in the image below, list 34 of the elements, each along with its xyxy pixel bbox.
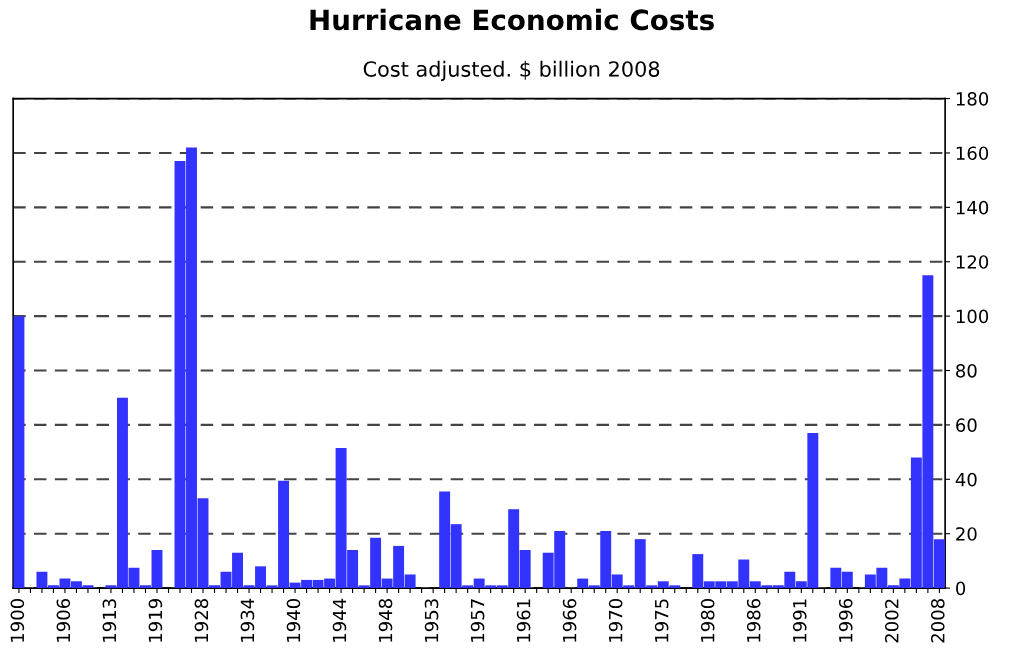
x-tick-label: 1986 — [746, 598, 761, 642]
y-tick-label: 180 — [956, 92, 989, 106]
chart-title: Hurricane Economic Costs — [310, 8, 714, 31]
x-tick-label: 2008 — [930, 599, 945, 643]
x-tick-label: 1934 — [240, 598, 255, 642]
x-tick-label: 1975 — [654, 599, 669, 642]
x-tick-label: 1919 — [148, 599, 163, 642]
x-tick-label: 1961 — [516, 599, 531, 642]
y-tick-label: 120 — [956, 255, 989, 269]
x-tick-label: 2002 — [884, 599, 899, 643]
y-tick-label: 20 — [956, 527, 977, 541]
x-tick-label: 1970 — [608, 599, 623, 642]
x-tick-label: 1900 — [10, 599, 25, 642]
y-tick-label: 100 — [956, 309, 989, 324]
y-tick-label: 40 — [955, 472, 977, 487]
x-tick-label: 1953 — [424, 599, 439, 642]
x-tick-label: 1906 — [56, 598, 71, 642]
chart-subtitle: Cost adjusted. $ billion 2008 — [363, 60, 660, 81]
x-tick-label: 1940 — [286, 599, 301, 642]
bar — [13, 316, 25, 589]
y-tick-label: 160 — [956, 146, 989, 161]
x-tick-label: 1996 — [838, 598, 853, 642]
y-tick-label: 140 — [956, 200, 989, 215]
x-tick-label: 1928 — [194, 599, 209, 642]
y-tick-label: 60 — [956, 418, 977, 433]
x-tick-label: 1948 — [378, 599, 393, 642]
x-tick-label: 1991 — [792, 599, 807, 642]
x-tick-label: 1957 — [470, 599, 485, 642]
y-tick-label: 80 — [956, 363, 977, 378]
x-tick-label: 1980 — [700, 599, 715, 642]
y-tick-label: 0 — [956, 581, 966, 596]
x-tick-label: 1966 — [562, 598, 577, 642]
x-tick-label: 1913 — [102, 599, 117, 642]
x-tick-label: 1944 — [332, 598, 347, 642]
